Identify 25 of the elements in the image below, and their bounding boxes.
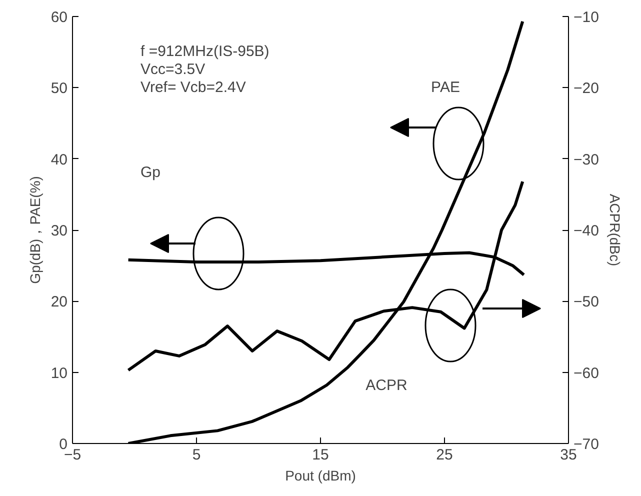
- y2-axis-title: ACPR(dBc): [606, 194, 623, 266]
- x-tick-label: 15: [312, 446, 329, 464]
- annotation: f =912MHz(IS-95B): [140, 43, 270, 60]
- annotation: PAE: [431, 79, 460, 96]
- annotation: ACPR: [366, 377, 408, 394]
- annotation: Vref= Vcb=2.4V: [140, 79, 246, 96]
- y-axis-title: Gp(dB)，PAE(%): [26, 176, 43, 284]
- y2-tick-label: −50: [574, 294, 599, 311]
- y-tick-label: 20: [50, 294, 68, 311]
- y-tick-label: 40: [50, 151, 68, 168]
- x-tick-label: 5: [192, 446, 201, 464]
- annotation: Gp: [140, 164, 161, 181]
- y2-tick-label: −60: [574, 364, 599, 382]
- y2-tick-label: −30: [574, 151, 599, 168]
- y2-tick-label: −10: [574, 9, 599, 26]
- y2-tick-label: −40: [574, 222, 599, 240]
- y-tick-label: 10: [50, 364, 68, 382]
- y-tick-label: 30: [50, 222, 68, 240]
- x-axis-title: Pout (dBm): [285, 468, 356, 484]
- x-tick-label: 25: [436, 446, 453, 464]
- y2-tick-label: −20: [574, 80, 599, 98]
- y-tick-label: 0: [59, 436, 68, 453]
- y-tick-label: 60: [50, 9, 68, 26]
- annotation: Vcc=3.5V: [140, 61, 206, 78]
- y-tick-label: 50: [50, 80, 68, 98]
